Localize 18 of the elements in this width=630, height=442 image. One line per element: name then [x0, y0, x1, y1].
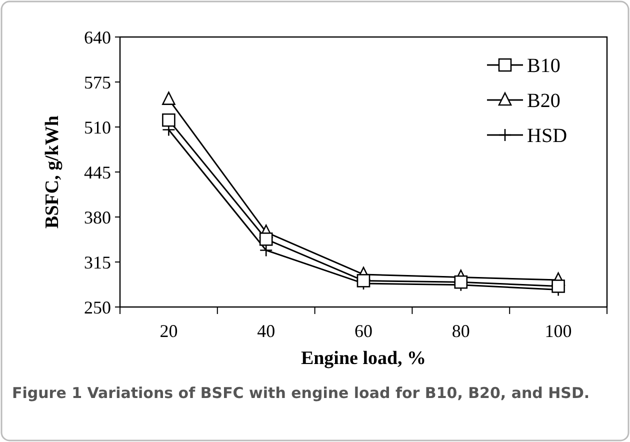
- y-tick-label: 445: [84, 162, 111, 182]
- caption: Figure 1 Variations of BSFC with engine load for B10, B20, and HSD.: [12, 383, 591, 404]
- y-tick-label: 315: [84, 252, 111, 272]
- y-tick-label: 510: [84, 117, 111, 138]
- y-axis-title: BSFC, g/kWh: [42, 115, 63, 228]
- x-axis-title: Engine load, %: [300, 348, 426, 369]
- x-tick-label: 60: [354, 321, 372, 341]
- legend-label: B10: [527, 55, 560, 77]
- y-tick-label: 640: [84, 27, 111, 48]
- x-tick-label: 40: [257, 321, 276, 341]
- y-tick-label: 250: [84, 297, 111, 318]
- x-tick-label: 20: [160, 321, 178, 341]
- legend-label: HSD: [527, 125, 568, 147]
- y-tick-label: 575: [84, 72, 111, 92]
- x-tick-label: 100: [544, 321, 572, 341]
- legend-label: B20: [527, 90, 560, 112]
- x-tick-label: 80: [452, 321, 470, 341]
- y-tick-label: 380: [84, 207, 111, 228]
